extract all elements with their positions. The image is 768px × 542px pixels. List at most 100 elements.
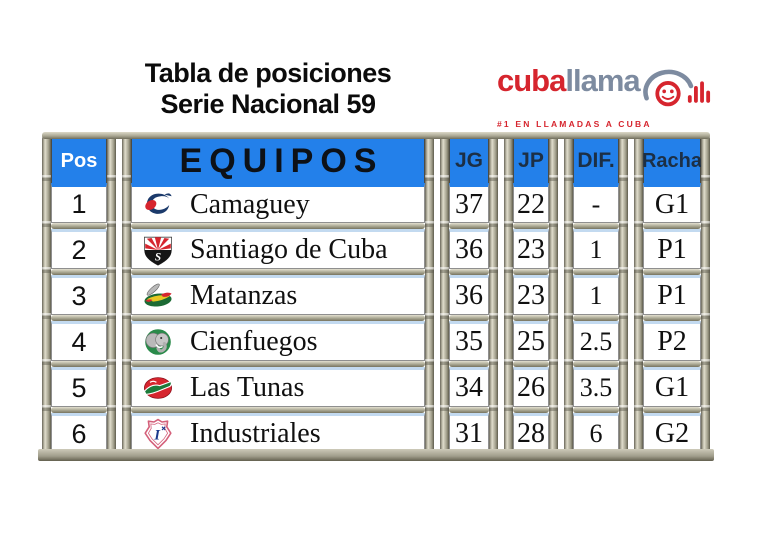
row-separator bbox=[513, 223, 549, 229]
row-separator bbox=[449, 407, 489, 413]
row-separator bbox=[643, 407, 701, 413]
jp-cell: 23 bbox=[513, 229, 549, 269]
row-separator bbox=[643, 361, 701, 367]
racha-cell: P1 bbox=[643, 275, 701, 315]
racha-cell: P1 bbox=[643, 229, 701, 269]
brand-word-llama: llama bbox=[565, 63, 640, 98]
row-separator bbox=[573, 315, 619, 321]
row-separator bbox=[643, 223, 701, 229]
column-jg: JG 37 36 36 35 34 31 bbox=[440, 135, 498, 453]
row-separator bbox=[51, 361, 107, 367]
team-cell: I Industriales bbox=[131, 413, 425, 453]
racha-cell: P2 bbox=[643, 321, 701, 361]
row-separator bbox=[131, 407, 425, 413]
team-cell: Cienfuegos bbox=[131, 321, 425, 361]
row-separator bbox=[573, 269, 619, 275]
row-separator bbox=[51, 223, 107, 229]
jg-cell: 36 bbox=[449, 229, 489, 269]
team-name: Camaguey bbox=[190, 188, 310, 220]
row-separator bbox=[449, 361, 489, 367]
pos-cell: 6 bbox=[51, 413, 107, 453]
header-equipos: EQUIPOS bbox=[131, 138, 425, 183]
smiley-face-signal-bars-icon bbox=[642, 69, 710, 107]
column-equipos: EQUIPOS Camaguey bbox=[122, 135, 434, 453]
racha-cell: G1 bbox=[643, 367, 701, 407]
column-jp: JP 22 23 23 25 26 28 bbox=[504, 135, 558, 453]
jg-cell: 35 bbox=[449, 321, 489, 361]
header-racha: Racha bbox=[642, 138, 702, 183]
page-title: Tabla de posiciones Serie Nacional 59 bbox=[112, 58, 424, 120]
team-name: Industriales bbox=[190, 418, 321, 449]
team-cell: Camaguey bbox=[131, 183, 425, 223]
team-name: Cienfuegos bbox=[190, 326, 318, 357]
svg-text:I: I bbox=[153, 428, 160, 444]
row-separator bbox=[573, 361, 619, 367]
brand-row: cuballama bbox=[497, 56, 712, 116]
row-separator bbox=[513, 269, 549, 275]
team-name: Santiago de Cuba bbox=[190, 234, 388, 265]
pos-cell: 4 bbox=[51, 321, 107, 361]
team-cell: Matanzas bbox=[131, 275, 425, 315]
row-separator bbox=[449, 223, 489, 229]
table-columns: Pos 1 2 3 4 5 6 EQUIPOS bbox=[42, 135, 710, 453]
row-separator bbox=[513, 361, 549, 367]
row-separator bbox=[51, 269, 107, 275]
dif-cell: 1 bbox=[573, 275, 619, 315]
row-separator bbox=[131, 315, 425, 321]
dif-cell: 2.5 bbox=[573, 321, 619, 361]
dif-cell: 6 bbox=[573, 413, 619, 453]
row-separator bbox=[449, 315, 489, 321]
las-tunas-team-logo bbox=[140, 371, 176, 405]
header-pos: Pos bbox=[51, 138, 107, 183]
header-jp: JP bbox=[513, 138, 549, 183]
brand-wordmark: cuballama bbox=[497, 63, 641, 98]
jg-cell: 36 bbox=[449, 275, 489, 315]
santiago-de-cuba-team-logo: S bbox=[140, 233, 176, 267]
page-title-line2: Serie Nacional 59 bbox=[160, 89, 376, 119]
cuballama-logo: cuballama #1 EN LLAMADAS A CUBA bbox=[497, 56, 712, 129]
racha-cell: G1 bbox=[643, 183, 701, 223]
row-separator bbox=[573, 223, 619, 229]
pos-cell: 2 bbox=[51, 229, 107, 269]
row-separator bbox=[51, 407, 107, 413]
matanzas-team-logo bbox=[140, 279, 176, 313]
row-separator bbox=[51, 315, 107, 321]
dif-cell: - bbox=[573, 183, 619, 223]
pos-cell: 5 bbox=[51, 367, 107, 407]
jp-cell: 28 bbox=[513, 413, 549, 453]
standings-table: Pos 1 2 3 4 5 6 EQUIPOS bbox=[38, 132, 714, 461]
jp-cell: 26 bbox=[513, 367, 549, 407]
frame-bottom-bar bbox=[38, 449, 714, 461]
jg-cell: 37 bbox=[449, 183, 489, 223]
frame-top-bar bbox=[42, 132, 710, 139]
dif-cell: 3.5 bbox=[573, 367, 619, 407]
page-title-line1: Tabla de posiciones bbox=[144, 58, 392, 88]
row-separator bbox=[131, 361, 425, 367]
jg-cell: 34 bbox=[449, 367, 489, 407]
team-cell: S Santiago de Cuba bbox=[131, 229, 425, 269]
pos-cell: 3 bbox=[51, 275, 107, 315]
jp-cell: 22 bbox=[513, 183, 549, 223]
header-jg: JG bbox=[449, 138, 489, 183]
row-separator bbox=[513, 315, 549, 321]
team-name: Las Tunas bbox=[190, 372, 305, 403]
row-separator bbox=[643, 269, 701, 275]
row-separator bbox=[131, 223, 425, 229]
brand-word-cuba: cuba bbox=[497, 63, 566, 98]
industriales-team-logo: I bbox=[140, 417, 176, 451]
camaguey-team-logo bbox=[140, 188, 176, 222]
jp-cell: 23 bbox=[513, 275, 549, 315]
dif-cell: 1 bbox=[573, 229, 619, 269]
column-dif: DIF. - 1 1 2.5 3.5 6 bbox=[564, 135, 628, 453]
jg-cell: 31 bbox=[449, 413, 489, 453]
team-cell: Las Tunas bbox=[131, 367, 425, 407]
jp-cell: 25 bbox=[513, 321, 549, 361]
row-separator bbox=[131, 269, 425, 275]
cienfuegos-team-logo bbox=[140, 325, 176, 359]
racha-cell: G2 bbox=[643, 413, 701, 453]
column-racha: Racha G1 P1 P1 P2 G1 G2 bbox=[634, 135, 710, 453]
column-pos: Pos 1 2 3 4 5 6 bbox=[42, 135, 116, 453]
header-dif: DIF. bbox=[573, 138, 619, 183]
row-separator bbox=[513, 407, 549, 413]
svg-text:S: S bbox=[155, 251, 161, 263]
